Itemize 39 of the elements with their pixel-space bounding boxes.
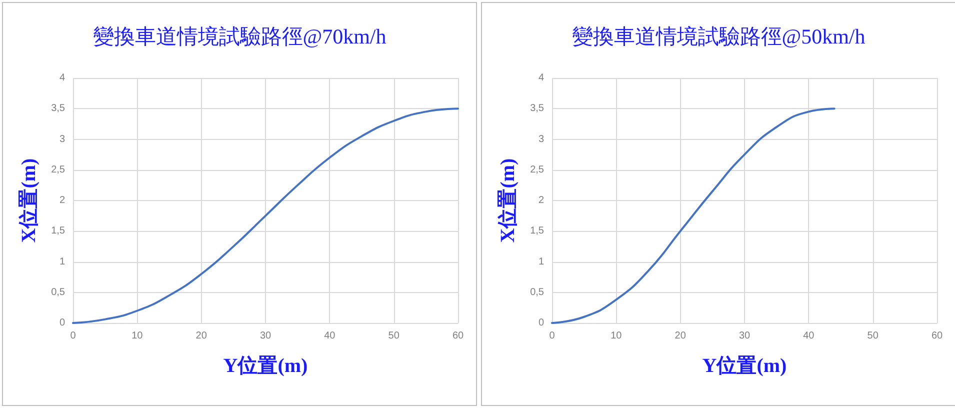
y-tick-label: 4	[538, 72, 544, 84]
x-axis-title: Y位置(m)	[702, 355, 787, 377]
x-tick-label: 60	[931, 330, 943, 342]
x-axis-title: Y位置(m)	[223, 355, 308, 377]
x-tick-label: 20	[674, 330, 686, 342]
y-tick-label: 2	[538, 195, 544, 206]
x-tick-label: 40	[324, 330, 336, 342]
y-tick-label: 0	[538, 318, 544, 328]
y-tick-label: 1,5	[51, 226, 66, 237]
x-tick-label: 40	[803, 330, 815, 342]
y-axis-title: X位置(m)	[497, 158, 519, 243]
y-tick-label: 1	[59, 256, 66, 268]
y-tick-label: 3	[59, 134, 66, 145]
x-tick-label: 60	[452, 330, 464, 342]
y-tick-label: 2,5	[530, 164, 544, 176]
y-tick-label: 2,5	[51, 164, 66, 176]
x-tick-label: 20	[196, 330, 208, 342]
y-tick-label: 3,5	[530, 103, 544, 114]
y-tick-label: 0	[59, 318, 66, 328]
x-tick-label: 50	[867, 330, 879, 342]
y-tick-label: 3,5	[51, 103, 66, 114]
y-tick-label: 1,5	[530, 226, 544, 237]
y-tick-label: 3	[538, 134, 544, 145]
y-tick-label: 0,5	[530, 286, 544, 298]
x-tick-label: 50	[388, 330, 400, 342]
x-tick-label: 30	[738, 330, 750, 342]
y-tick-label: 2	[59, 195, 66, 206]
x-tick-label: 10	[610, 330, 622, 342]
chart-title: 變換車道情境試驗路徑@50km/h	[572, 24, 866, 48]
y-axis-title: X位置(m)	[18, 158, 40, 243]
x-tick-label: 30	[260, 330, 272, 342]
chart-title: 變換車道情境試驗路徑@70km/h	[92, 24, 387, 48]
line-series	[551, 108, 836, 324]
y-tick-label: 4	[59, 72, 66, 84]
y-tick-label: 1	[538, 256, 544, 268]
x-tick-label: 10	[132, 330, 144, 342]
y-tick-label: 0,5	[51, 286, 66, 298]
x-tick-label: 0	[549, 330, 556, 342]
x-tick-label: 0	[70, 330, 76, 342]
